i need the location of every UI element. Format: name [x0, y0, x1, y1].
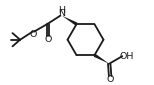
Text: H: H — [58, 6, 65, 15]
Text: O: O — [29, 30, 37, 39]
Text: O: O — [106, 75, 114, 84]
Polygon shape — [94, 54, 109, 64]
Text: OH: OH — [119, 52, 134, 61]
Text: O: O — [44, 35, 52, 44]
Text: N: N — [58, 9, 65, 18]
Polygon shape — [62, 16, 77, 26]
